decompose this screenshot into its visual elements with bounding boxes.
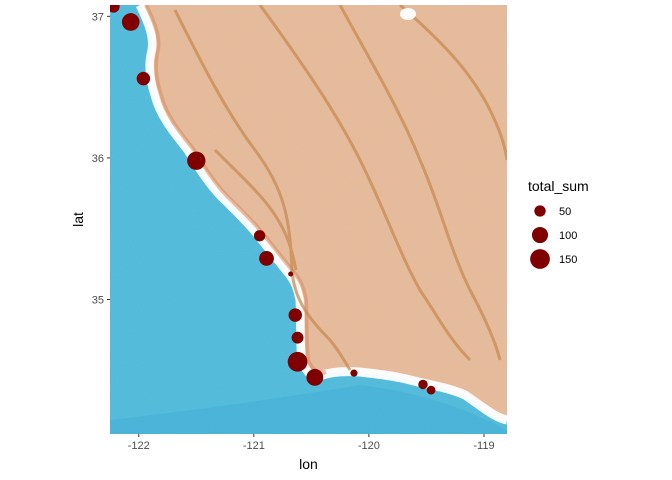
y-tick-label: 36	[92, 153, 104, 165]
data-point	[350, 369, 358, 377]
data-point	[288, 271, 294, 277]
legend: total_sum 50 100 150	[528, 178, 589, 271]
data-point	[187, 151, 206, 170]
legend-key-point	[530, 249, 550, 269]
data-point	[291, 331, 304, 344]
data-point	[288, 308, 302, 322]
x-tick-label: -120	[358, 440, 380, 452]
data-points	[110, 5, 436, 395]
x-tick-label: -121	[243, 440, 265, 452]
legend-title: total_sum	[528, 178, 589, 194]
data-point	[253, 230, 266, 242]
x-axis-title: lon	[299, 456, 318, 472]
data-point	[121, 13, 140, 31]
legend-key-point	[531, 226, 549, 244]
data-point	[287, 351, 308, 372]
y-axis-title: lat	[70, 212, 86, 227]
y-axis: 35 36 37	[92, 11, 110, 306]
data-point	[426, 385, 436, 395]
x-axis: -122 -121 -120 -119	[128, 434, 495, 452]
legend-label: 50	[559, 206, 571, 218]
data-point	[418, 379, 428, 390]
x-tick-label: -119	[473, 440, 494, 452]
legend-key-point	[534, 205, 546, 217]
legend-label: 150	[559, 254, 577, 266]
data-point	[259, 251, 274, 266]
y-tick-label: 35	[92, 294, 104, 306]
data-point	[306, 368, 324, 386]
terrain-lines	[173, 5, 507, 371]
y-tick-label: 37	[92, 11, 104, 23]
map-panel	[110, 5, 507, 434]
data-point	[110, 5, 120, 13]
legend-label: 100	[559, 230, 577, 242]
x-tick-label: -122	[128, 440, 150, 452]
data-point	[136, 71, 151, 86]
